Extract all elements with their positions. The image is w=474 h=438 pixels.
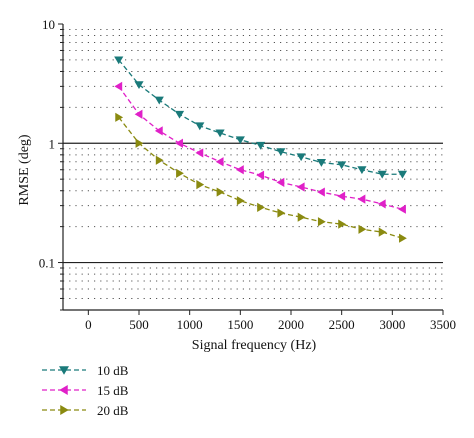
data-point xyxy=(256,170,265,180)
legend-marker xyxy=(60,405,69,415)
x-tick-label: 1000 xyxy=(177,317,203,332)
series-15-db xyxy=(114,81,406,214)
series-20-db xyxy=(115,112,407,243)
data-point xyxy=(277,208,286,218)
legend-label: 10 dB xyxy=(97,363,129,378)
y-tick-label: 1 xyxy=(49,136,56,151)
data-point xyxy=(276,177,285,187)
data-point xyxy=(176,168,184,178)
x-axis-title: Signal frequency (Hz) xyxy=(192,338,317,353)
data-point xyxy=(337,161,347,170)
legend-marker xyxy=(59,385,68,395)
x-tick-label: 0 xyxy=(85,317,92,332)
data-point xyxy=(399,233,407,243)
data-point xyxy=(257,202,265,212)
data-point xyxy=(377,199,386,209)
y-tick-label: 0.1 xyxy=(39,256,55,271)
data-point xyxy=(357,194,366,204)
data-point xyxy=(338,219,347,229)
legend: 10 dB 15 dB 20 dB xyxy=(42,363,129,418)
x-tick-label: 1500 xyxy=(227,317,253,332)
data-point xyxy=(316,159,326,167)
x-tick-label: 2500 xyxy=(329,317,355,332)
data-point xyxy=(134,109,143,119)
data-point xyxy=(215,157,224,167)
series-line xyxy=(118,59,403,175)
data-point xyxy=(297,212,306,222)
data-point xyxy=(154,96,164,105)
data-point xyxy=(276,148,286,157)
x-tick-label: 2000 xyxy=(278,317,304,332)
legend-entry: 20 dB xyxy=(42,403,129,418)
data-point xyxy=(296,182,305,192)
data-point xyxy=(174,110,185,119)
data-point xyxy=(196,180,205,190)
data-point xyxy=(235,165,244,175)
grid xyxy=(63,28,443,311)
data-point xyxy=(377,170,387,179)
data-point xyxy=(134,81,144,90)
x-tick-label: 3500 xyxy=(430,317,456,332)
data-point xyxy=(397,170,408,179)
series-10-db xyxy=(114,56,408,179)
data-point xyxy=(317,217,326,227)
legend-label: 20 dB xyxy=(97,403,129,418)
data-point xyxy=(155,155,164,165)
data-point xyxy=(398,204,406,214)
axes: 0 500 1000 1500 2000 2500 3000 3500 0.1 1 10 xyxy=(39,17,456,332)
data-point xyxy=(337,191,346,201)
data-point xyxy=(195,148,204,158)
series xyxy=(114,56,408,243)
data-point xyxy=(215,129,225,138)
data-point xyxy=(357,166,367,175)
data-point xyxy=(115,112,124,122)
data-point xyxy=(296,153,306,162)
data-point xyxy=(154,126,163,136)
data-point xyxy=(135,138,144,148)
legend-label: 15 dB xyxy=(97,383,129,398)
legend-entry: 15 dB xyxy=(42,383,129,398)
data-point xyxy=(256,141,266,150)
data-point xyxy=(378,227,387,237)
y-axis-title: RMSE (deg) xyxy=(17,134,32,206)
data-point xyxy=(195,122,205,131)
x-tick-label: 500 xyxy=(129,317,149,332)
data-point xyxy=(317,187,325,197)
data-point xyxy=(235,136,245,145)
y-tick-label: 10 xyxy=(42,17,55,32)
data-point xyxy=(358,224,367,234)
data-point xyxy=(114,56,124,65)
data-point xyxy=(114,81,123,91)
legend-entry: 10 dB xyxy=(42,363,129,378)
data-point xyxy=(216,187,225,197)
data-point xyxy=(236,196,245,206)
x-tick-label: 3000 xyxy=(379,317,405,332)
legend-marker xyxy=(59,366,69,375)
series-line xyxy=(118,116,403,239)
data-point xyxy=(175,138,183,148)
